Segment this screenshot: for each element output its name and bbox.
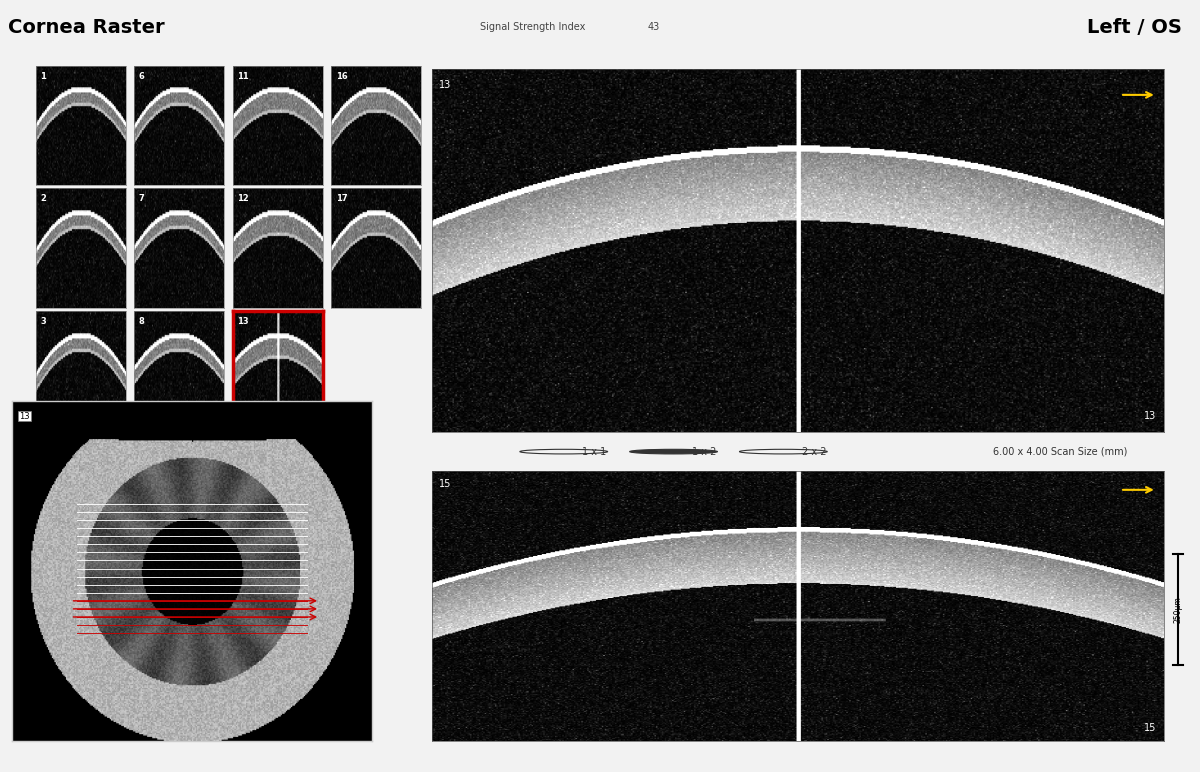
Circle shape (630, 449, 718, 454)
Text: 15: 15 (238, 563, 250, 571)
Text: 10: 10 (139, 563, 150, 571)
Text: 6: 6 (139, 72, 145, 80)
Text: 13: 13 (439, 80, 451, 90)
Text: 14: 14 (238, 440, 250, 449)
Text: 43: 43 (648, 22, 660, 32)
Text: 1: 1 (41, 72, 47, 80)
Text: 4: 4 (41, 440, 47, 449)
Text: 6.00 x 4.00 Scan Size (mm): 6.00 x 4.00 Scan Size (mm) (994, 447, 1128, 456)
Text: 11: 11 (238, 72, 250, 80)
Text: 2 x 2: 2 x 2 (802, 447, 826, 456)
Text: 13: 13 (238, 317, 248, 326)
Text: 2: 2 (41, 195, 47, 203)
Text: 17: 17 (336, 195, 347, 203)
Text: 8: 8 (139, 317, 145, 326)
Text: 7: 7 (139, 195, 145, 203)
Text: 3: 3 (41, 317, 47, 326)
Text: 16: 16 (336, 72, 348, 80)
Text: 1 x 1: 1 x 1 (582, 447, 606, 456)
Text: 5: 5 (41, 563, 47, 571)
Text: 15: 15 (439, 479, 451, 489)
Text: 13: 13 (1145, 411, 1157, 422)
Text: 1 x 2: 1 x 2 (692, 447, 716, 456)
Text: Left / OS: Left / OS (1087, 18, 1182, 36)
Text: 12: 12 (238, 195, 250, 203)
Text: 13: 13 (19, 411, 30, 421)
Text: 250μm: 250μm (1174, 597, 1183, 623)
Text: 9: 9 (139, 440, 145, 449)
Text: Cornea Raster: Cornea Raster (8, 18, 166, 36)
Text: 15: 15 (1145, 723, 1157, 733)
Text: Signal Strength Index: Signal Strength Index (480, 22, 586, 32)
